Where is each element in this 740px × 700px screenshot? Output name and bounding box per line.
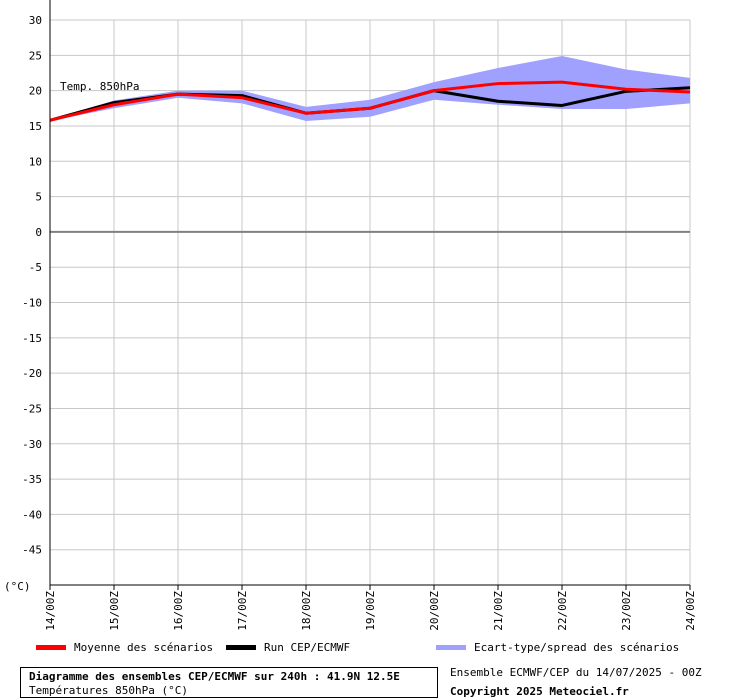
mean-series-line	[49, 80, 691, 122]
y-tick-label: -35	[22, 473, 42, 486]
x-tick-label: 15/00Z	[108, 591, 121, 631]
x-tick-label: 18/00Z	[300, 591, 313, 631]
chart-title: Diagramme des ensembles CEP/ECMWF sur 24…	[29, 670, 400, 683]
y-tick-labels: 30 25 20 15 10 5 0 -5 -10 -15 -20 -25 -30 -35 -40 -45	[22, 14, 42, 557]
legend-label-spread: Ecart-type/spread des scénarios	[474, 640, 680, 654]
y-tick-label: -25	[22, 402, 42, 415]
legend-swatch-mean	[36, 644, 66, 650]
y-tick-label: -45	[22, 544, 42, 557]
ensemble-chart: 30 25 20 15 10 5 0 -5 -10 -15 -20 -25 -30 -35 -40 -45 1…	[4, 0, 697, 631]
y-tick-label: 0	[35, 226, 42, 239]
axes	[49, 0, 691, 590]
chart-subtitle: Températures 850hPa (°C)	[29, 684, 188, 697]
y-tick-label: 25	[29, 49, 42, 62]
y-tick-label: 15	[29, 120, 42, 133]
legend-swatch-run	[226, 644, 256, 650]
legend-item-mean: Moyenne des scénarios	[36, 639, 213, 655]
x-tick-label: 20/00Z	[428, 591, 441, 631]
x-tick-label: 17/00Z	[236, 591, 249, 631]
grid-lines	[49, 19, 691, 585]
x-tick-label: 22/00Z	[556, 591, 569, 631]
title-box: Diagramme des ensembles CEP/ECMWF sur 24…	[20, 667, 438, 698]
x-tick-labels: 14/00Z 15/00Z 16/00Z 17/00Z 18/00Z 19/00Z 20/0…	[44, 591, 697, 631]
series-annotation: Temp. 850hPa	[60, 80, 139, 93]
y-tick-label: -5	[29, 261, 42, 274]
y-unit-label: (°C)	[4, 580, 31, 593]
y-tick-label: -10	[22, 297, 42, 310]
legend-label-mean: Moyenne des scénarios	[74, 640, 214, 654]
series-lines	[49, 80, 691, 122]
y-tick-label: 30	[29, 14, 42, 27]
y-tick-label: -30	[22, 438, 42, 451]
legend-item-spread: Ecart-type/spread des scénarios	[436, 639, 679, 655]
run-info: Ensemble ECMWF/CEP du 14/07/2025 - 00Z	[450, 666, 702, 679]
y-tick-label: -15	[22, 332, 42, 345]
x-tick-label: 23/00Z	[620, 591, 633, 631]
copyright: Copyright 2025 Meteociel.fr	[450, 685, 629, 698]
y-tick-label: 10	[29, 155, 42, 168]
x-tick-label: 14/00Z	[44, 591, 57, 631]
y-tick-label: 5	[35, 191, 42, 204]
legend-label-run: Run CEP/ECMWF	[264, 640, 351, 654]
y-tick-label: -20	[22, 367, 42, 380]
x-tick-label: 19/00Z	[364, 591, 377, 631]
y-tick-label: -40	[22, 508, 42, 521]
x-tick-label: 16/00Z	[172, 591, 185, 631]
legend-swatch-spread	[436, 644, 466, 650]
y-tick-label: 20	[29, 85, 42, 98]
legend-item-run: Run CEP/ECMWF	[226, 639, 350, 655]
x-tick-label: 21/00Z	[492, 591, 505, 631]
x-tick-label: 24/00Z	[684, 591, 697, 631]
